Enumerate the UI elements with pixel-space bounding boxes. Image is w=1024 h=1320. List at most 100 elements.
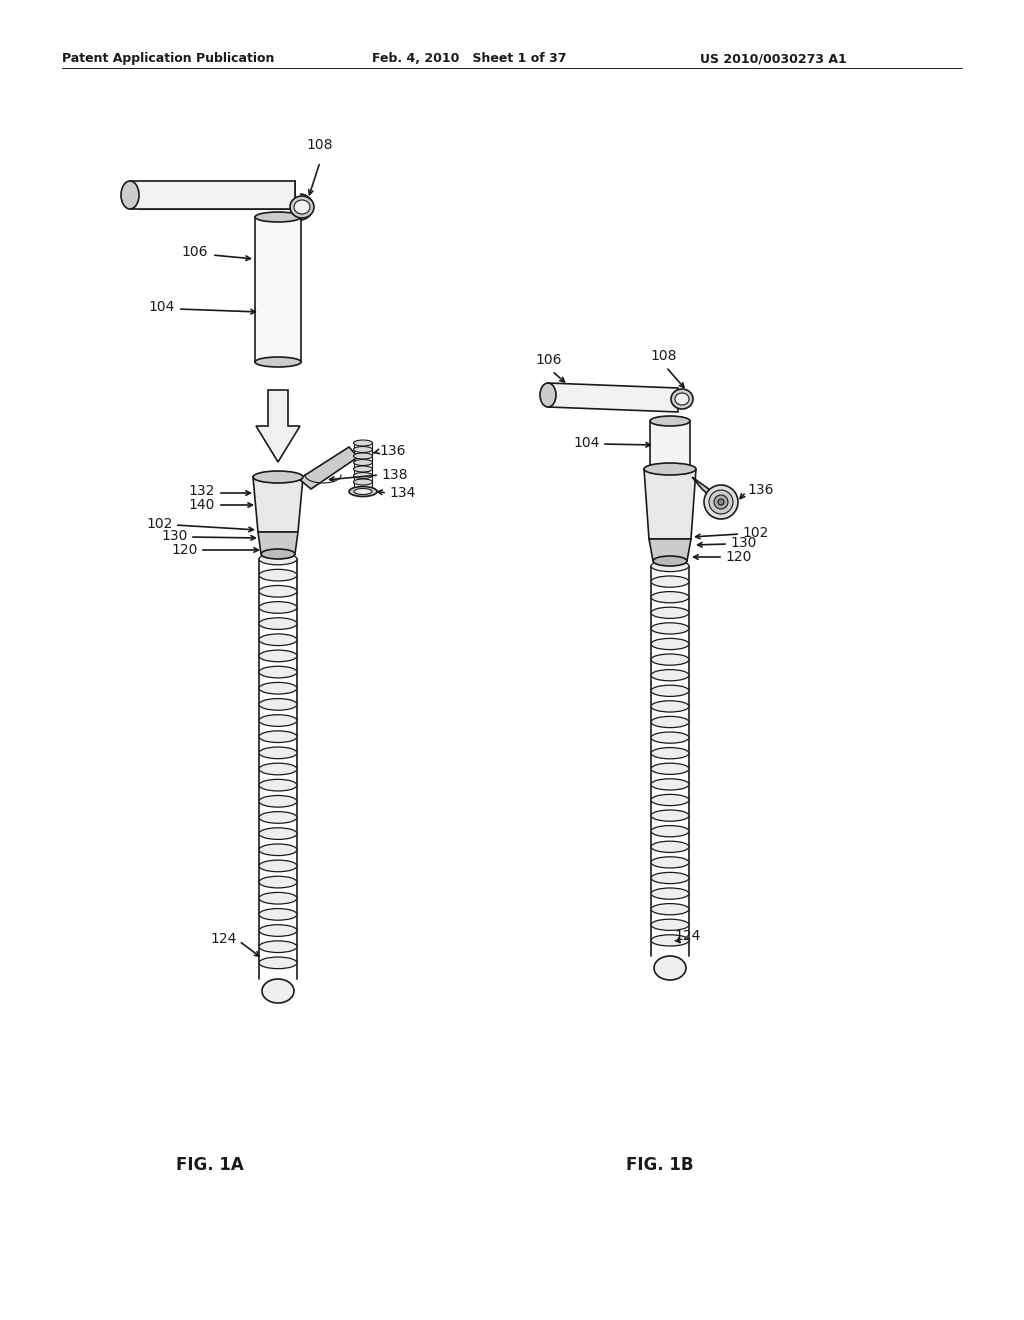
Ellipse shape [651, 888, 689, 899]
Ellipse shape [651, 591, 689, 603]
Ellipse shape [354, 488, 372, 495]
Ellipse shape [651, 747, 689, 759]
Ellipse shape [651, 841, 689, 853]
Ellipse shape [259, 908, 297, 920]
Ellipse shape [651, 763, 689, 775]
Text: 120: 120 [725, 550, 752, 564]
Ellipse shape [718, 499, 724, 506]
Ellipse shape [259, 861, 297, 871]
Ellipse shape [651, 904, 689, 915]
Ellipse shape [675, 393, 689, 405]
Ellipse shape [259, 876, 297, 888]
Polygon shape [256, 389, 300, 462]
Ellipse shape [353, 466, 373, 473]
Polygon shape [649, 539, 691, 561]
Text: 106: 106 [181, 246, 208, 259]
Text: 130: 130 [162, 529, 188, 543]
Ellipse shape [651, 919, 689, 931]
Ellipse shape [290, 195, 314, 218]
Text: US 2010/0030273 A1: US 2010/0030273 A1 [700, 51, 847, 65]
Ellipse shape [651, 639, 689, 649]
Ellipse shape [651, 653, 689, 665]
Ellipse shape [259, 651, 297, 661]
Ellipse shape [259, 747, 297, 759]
Ellipse shape [121, 181, 139, 209]
Ellipse shape [261, 549, 295, 558]
Ellipse shape [259, 828, 297, 840]
Ellipse shape [651, 733, 689, 743]
Ellipse shape [255, 356, 301, 367]
Ellipse shape [349, 487, 377, 496]
Polygon shape [692, 477, 723, 508]
Text: 138: 138 [381, 469, 408, 482]
Ellipse shape [651, 576, 689, 587]
Text: 132: 132 [188, 484, 215, 498]
Text: 130: 130 [730, 536, 757, 550]
Text: 104: 104 [148, 300, 175, 314]
Text: 106: 106 [535, 352, 561, 367]
Ellipse shape [654, 956, 686, 979]
Ellipse shape [259, 618, 297, 630]
Ellipse shape [353, 453, 373, 459]
Ellipse shape [651, 717, 689, 727]
Ellipse shape [259, 569, 297, 581]
Ellipse shape [262, 979, 294, 1003]
Ellipse shape [259, 957, 297, 969]
Ellipse shape [353, 440, 373, 446]
Ellipse shape [255, 213, 301, 222]
Text: 124: 124 [674, 929, 700, 942]
Text: 104: 104 [573, 436, 600, 450]
Ellipse shape [651, 873, 689, 883]
Ellipse shape [651, 701, 689, 711]
Ellipse shape [353, 446, 373, 453]
Text: 102: 102 [146, 517, 173, 531]
Ellipse shape [650, 465, 690, 474]
Ellipse shape [653, 556, 687, 566]
Polygon shape [130, 181, 295, 209]
Polygon shape [644, 469, 696, 539]
Ellipse shape [651, 857, 689, 869]
Polygon shape [548, 383, 678, 412]
Ellipse shape [259, 763, 297, 775]
Text: Patent Application Publication: Patent Application Publication [62, 51, 274, 65]
Ellipse shape [259, 698, 297, 710]
Ellipse shape [353, 459, 373, 466]
Ellipse shape [259, 941, 297, 953]
Ellipse shape [650, 416, 690, 426]
Ellipse shape [671, 389, 693, 409]
Ellipse shape [259, 682, 297, 694]
Text: 136: 136 [746, 483, 773, 498]
Ellipse shape [353, 479, 373, 484]
Ellipse shape [259, 634, 297, 645]
Ellipse shape [651, 795, 689, 805]
Polygon shape [299, 447, 358, 488]
Text: 108: 108 [650, 348, 677, 363]
Ellipse shape [259, 667, 297, 678]
Ellipse shape [259, 812, 297, 824]
Text: 136: 136 [379, 444, 406, 458]
Text: 134: 134 [389, 486, 416, 500]
Ellipse shape [253, 471, 303, 483]
Ellipse shape [651, 825, 689, 837]
Text: FIG. 1A: FIG. 1A [176, 1156, 244, 1173]
Ellipse shape [259, 714, 297, 726]
Ellipse shape [353, 473, 373, 479]
Polygon shape [258, 532, 298, 554]
Bar [650, 421, 690, 469]
Ellipse shape [705, 484, 738, 519]
Ellipse shape [259, 553, 297, 565]
Ellipse shape [259, 843, 297, 855]
Ellipse shape [714, 495, 728, 510]
Ellipse shape [651, 935, 689, 946]
Text: 108: 108 [306, 139, 333, 152]
Ellipse shape [259, 925, 297, 936]
Ellipse shape [651, 561, 689, 572]
Ellipse shape [651, 779, 689, 789]
Text: 140: 140 [188, 498, 215, 512]
Ellipse shape [259, 602, 297, 614]
Ellipse shape [644, 463, 696, 475]
Text: FIG. 1B: FIG. 1B [627, 1156, 693, 1173]
Ellipse shape [651, 607, 689, 618]
Polygon shape [253, 477, 303, 532]
Ellipse shape [259, 796, 297, 807]
